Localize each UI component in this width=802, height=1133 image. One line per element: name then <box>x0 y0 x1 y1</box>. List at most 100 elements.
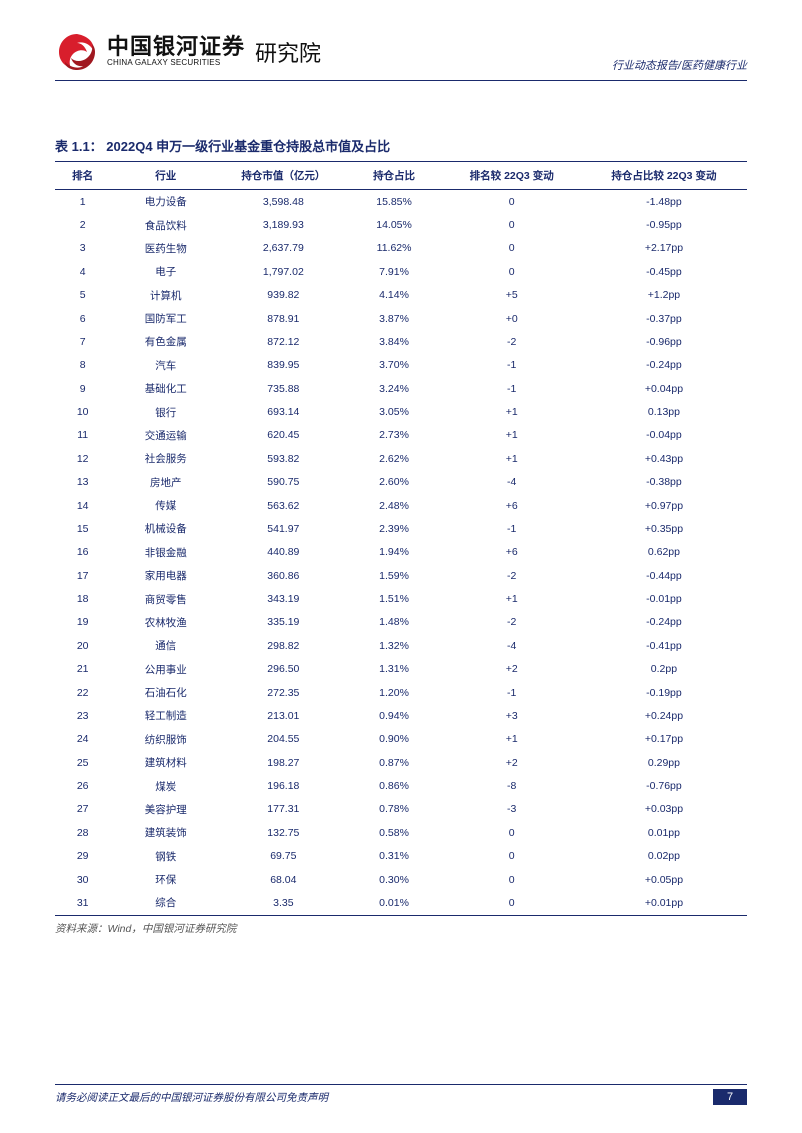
table-cell: 13 <box>55 471 110 494</box>
table-cell: 0 <box>443 845 581 868</box>
table-cell: 25 <box>55 751 110 774</box>
table-cell: 1,797.02 <box>221 260 346 283</box>
table-cell: -0.24pp <box>581 354 747 377</box>
table-header-cell: 排名 <box>55 162 110 190</box>
table-cell: +0.24pp <box>581 704 747 727</box>
table-header-cell: 排名较 22Q3 变动 <box>443 162 581 190</box>
table-cell: 878.91 <box>221 307 346 330</box>
header-report-type: 行业动态报告/医药健康行业 <box>612 31 747 73</box>
table-cell: 纺织服饰 <box>110 728 221 751</box>
table-cell: 0.30% <box>346 868 443 891</box>
table-cell: -4 <box>443 471 581 494</box>
table-cell: 29 <box>55 845 110 868</box>
table-cell: 440.89 <box>221 541 346 564</box>
table-cell: -3 <box>443 798 581 821</box>
table-cell: 0.62pp <box>581 541 747 564</box>
table-cell: 社会服务 <box>110 447 221 470</box>
table-cell: 28 <box>55 821 110 844</box>
table-cell: 农林牧渔 <box>110 611 221 634</box>
table-cell: 0.31% <box>346 845 443 868</box>
page-number: 7 <box>713 1089 747 1105</box>
table-cell: 8 <box>55 354 110 377</box>
table-cell: 通信 <box>110 634 221 657</box>
table-cell: 3.05% <box>346 400 443 423</box>
table-cell: 非银金融 <box>110 541 221 564</box>
table-cell: 10 <box>55 400 110 423</box>
table-cell: +1 <box>443 424 581 447</box>
table-cell: 2 <box>55 213 110 236</box>
table-cell: 0 <box>443 260 581 283</box>
table-cell: 1.59% <box>346 564 443 587</box>
table-cell: 7 <box>55 330 110 353</box>
footer-disclaimer: 请务必阅读正文最后的中国银河证券股份有限公司免责声明 <box>55 1090 328 1105</box>
table-cell: 建筑材料 <box>110 751 221 774</box>
table-cell: 4.14% <box>346 284 443 307</box>
table-cell: 872.12 <box>221 330 346 353</box>
table-cell: 石油石化 <box>110 681 221 704</box>
table-cell: 69.75 <box>221 845 346 868</box>
table-cell: +2 <box>443 751 581 774</box>
table-cell: 2.48% <box>346 494 443 517</box>
table-cell: 0.90% <box>346 728 443 751</box>
table-cell: 0.58% <box>346 821 443 844</box>
table-cell: 0.01% <box>346 891 443 915</box>
table-cell: +0.04pp <box>581 377 747 400</box>
table-cell: 27 <box>55 798 110 821</box>
table-row: 28建筑装饰132.750.58%00.01pp <box>55 821 747 844</box>
logo-en-text: CHINA GALAXY SECURITIES <box>107 58 245 68</box>
table-cell: 12 <box>55 447 110 470</box>
table-cell: 煤炭 <box>110 774 221 797</box>
table-cell: 30 <box>55 868 110 891</box>
table-row: 6国防军工878.913.87%+0-0.37pp <box>55 307 747 330</box>
table-cell: 298.82 <box>221 634 346 657</box>
table-cell: 1.20% <box>346 681 443 704</box>
table-cell: 2,637.79 <box>221 237 346 260</box>
table-cell: -1 <box>443 681 581 704</box>
table-cell: 693.14 <box>221 400 346 423</box>
table-cell: 房地产 <box>110 471 221 494</box>
table-cell: 2.39% <box>346 517 443 540</box>
table-cell: 620.45 <box>221 424 346 447</box>
table-cell: -0.37pp <box>581 307 747 330</box>
table-cell: 19 <box>55 611 110 634</box>
table-cell: 3.70% <box>346 354 443 377</box>
table-row: 27美容护理177.310.78%-3+0.03pp <box>55 798 747 821</box>
table-cell: +6 <box>443 541 581 564</box>
table-cell: -2 <box>443 330 581 353</box>
table-cell: 4 <box>55 260 110 283</box>
table-cell: +0.01pp <box>581 891 747 915</box>
table-cell: -0.24pp <box>581 611 747 634</box>
table-cell: +0.05pp <box>581 868 747 891</box>
table-cell: 3,189.93 <box>221 213 346 236</box>
table-row: 14传媒563.622.48%+6+0.97pp <box>55 494 747 517</box>
table-cell: 医药生物 <box>110 237 221 260</box>
table-cell: 美容护理 <box>110 798 221 821</box>
table-cell: 22 <box>55 681 110 704</box>
table-cell: 机械设备 <box>110 517 221 540</box>
table-row: 21公用事业296.501.31%+20.2pp <box>55 658 747 681</box>
table-cell: -8 <box>443 774 581 797</box>
table-cell: +2 <box>443 658 581 681</box>
table-cell: 5 <box>55 284 110 307</box>
table-cell: 环保 <box>110 868 221 891</box>
table-row: 8汽车839.953.70%-1-0.24pp <box>55 354 747 377</box>
table-cell: 0 <box>443 891 581 915</box>
table-cell: 钢铁 <box>110 845 221 868</box>
table-cell: +0 <box>443 307 581 330</box>
table-header-cell: 行业 <box>110 162 221 190</box>
table-cell: 213.01 <box>221 704 346 727</box>
table-header-row: 排名行业持仓市值（亿元）持仓占比排名较 22Q3 变动持仓占比较 22Q3 变动 <box>55 162 747 190</box>
holdings-table: 排名行业持仓市值（亿元）持仓占比排名较 22Q3 变动持仓占比较 22Q3 变动… <box>55 161 747 916</box>
table-cell: -0.38pp <box>581 471 747 494</box>
table-cell: 0 <box>443 213 581 236</box>
table-cell: +1 <box>443 400 581 423</box>
table-row: 31综合3.350.01%0+0.01pp <box>55 891 747 915</box>
table-cell: 交通运输 <box>110 424 221 447</box>
table-cell: -2 <box>443 564 581 587</box>
table-cell: 0.78% <box>346 798 443 821</box>
table-cell: 11 <box>55 424 110 447</box>
table-cell: +2.17pp <box>581 237 747 260</box>
table-row: 13房地产590.752.60%-4-0.38pp <box>55 471 747 494</box>
table-cell: 204.55 <box>221 728 346 751</box>
table-cell: 15.85% <box>346 190 443 214</box>
